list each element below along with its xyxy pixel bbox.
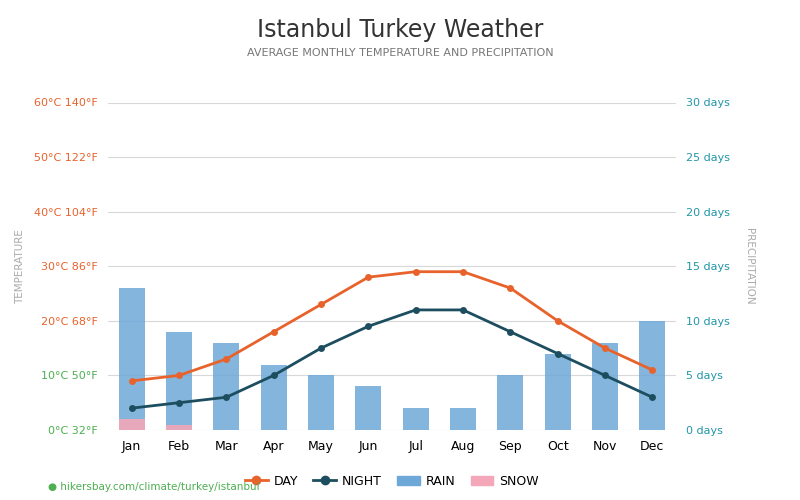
Text: AVERAGE MONTHLY TEMPERATURE AND PRECIPITATION: AVERAGE MONTHLY TEMPERATURE AND PRECIPIT… bbox=[246, 48, 554, 58]
Bar bbox=[214, 342, 239, 430]
Bar bbox=[261, 364, 286, 430]
Bar bbox=[308, 376, 334, 430]
Text: ● hikersbay.com/climate/turkey/istanbul: ● hikersbay.com/climate/turkey/istanbul bbox=[48, 482, 260, 492]
Bar bbox=[402, 408, 429, 430]
Bar bbox=[166, 332, 192, 430]
Bar bbox=[639, 321, 666, 430]
Legend: DAY, NIGHT, RAIN, SNOW: DAY, NIGHT, RAIN, SNOW bbox=[240, 470, 544, 492]
Bar bbox=[498, 376, 523, 430]
Text: Istanbul Turkey Weather: Istanbul Turkey Weather bbox=[257, 18, 543, 42]
Y-axis label: PRECIPITATION: PRECIPITATION bbox=[744, 228, 754, 304]
Bar bbox=[592, 342, 618, 430]
Y-axis label: TEMPERATURE: TEMPERATURE bbox=[15, 229, 26, 304]
Bar bbox=[450, 408, 476, 430]
Bar bbox=[166, 424, 192, 430]
Bar bbox=[118, 419, 145, 430]
Bar bbox=[118, 288, 145, 430]
Bar bbox=[545, 354, 570, 430]
Bar bbox=[355, 386, 382, 430]
